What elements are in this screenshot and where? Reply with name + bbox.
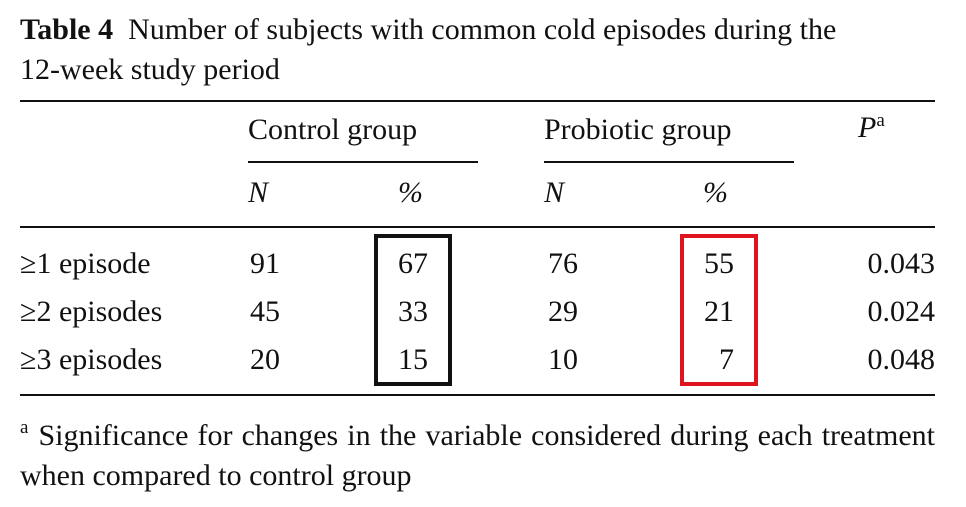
header-control-group: Control group [248, 113, 418, 146]
control-group-rule [248, 161, 478, 163]
header-probiotic-group: Probiotic group [544, 113, 732, 146]
probiotic-pct-highlight-box [680, 234, 758, 386]
row-1-p-value: 0.043 [867, 247, 936, 280]
row-2-p-value: 0.024 [867, 295, 936, 328]
footnote-text: Significance for changes in the variable… [20, 419, 935, 492]
row-1-control-n: 91 [250, 247, 280, 280]
top-rule [20, 100, 935, 102]
caption-line-2: 12-week study period [20, 53, 280, 86]
header-rule [20, 226, 935, 228]
control-pct-highlight-box [374, 234, 452, 386]
header-p-value: Pa [858, 110, 885, 145]
p-superscript: a [876, 110, 885, 131]
table-caption: Table 4 Number of subjects with common c… [20, 10, 935, 90]
bottom-rule [20, 394, 935, 396]
row-3-label: ≥3 episodes [20, 343, 163, 376]
row-3-probiotic-n: 10 [548, 343, 578, 376]
row-2-control-n: 45 [250, 295, 280, 328]
row-2-control-pct: 33 [398, 295, 428, 328]
header-probiotic-n: N [544, 176, 565, 209]
row-3-control-pct: 15 [398, 343, 428, 376]
header-probiotic-pct: % [703, 176, 728, 209]
caption-line-1: Number of subjects with common cold epis… [128, 13, 837, 46]
header-control-n: N [248, 176, 269, 209]
row-2-label: ≥2 episodes [20, 295, 163, 328]
row-1-label: ≥1 episode [20, 247, 151, 280]
table-footnote: a Significance for changes in the variabl… [20, 408, 935, 496]
p-label: P [858, 111, 877, 144]
header-control-pct: % [398, 176, 423, 209]
row-3-p-value: 0.048 [867, 343, 936, 376]
footnote-marker: a [20, 417, 29, 438]
probiotic-group-rule [544, 161, 794, 163]
row-1-control-pct: 67 [398, 247, 428, 280]
row-2-probiotic-n: 29 [548, 295, 578, 328]
row-2-probiotic-pct: 21 [704, 295, 734, 328]
row-1-probiotic-n: 76 [548, 247, 578, 280]
row-1-probiotic-pct: 55 [704, 247, 734, 280]
row-3-probiotic-pct: 7 [719, 343, 734, 376]
table-label: Table 4 [20, 13, 114, 46]
row-3-control-n: 20 [250, 343, 280, 376]
